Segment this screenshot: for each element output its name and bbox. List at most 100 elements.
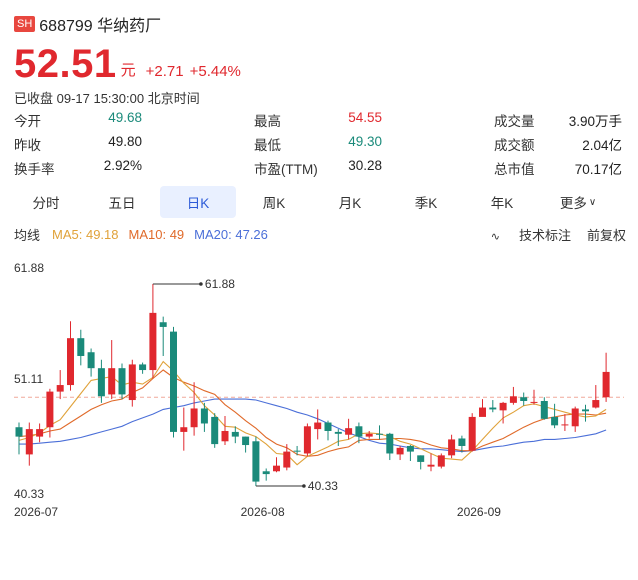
candle (571, 406, 579, 432)
candle (139, 362, 147, 374)
candle (180, 407, 188, 451)
candle-body (231, 431, 239, 437)
candle (293, 445, 301, 456)
candle-body (417, 455, 425, 462)
stat-value: 2.92% (103, 158, 142, 173)
tab-more[interactable]: 更多 ∨ (540, 186, 616, 218)
candle-body (437, 455, 445, 467)
candle-body (479, 407, 486, 417)
candle-body (108, 368, 116, 395)
candle-body (509, 396, 517, 403)
candle-body (67, 338, 74, 386)
stat-label: 最低 (254, 138, 281, 153)
tab-five-day[interactable]: 五日 (84, 186, 160, 218)
exchange-badge: SH (14, 16, 36, 32)
stat-cell: 换手率 2.92% (14, 158, 142, 178)
stat-value: 49.68 (108, 110, 142, 125)
candle (530, 389, 538, 405)
candle (283, 444, 291, 471)
stat-cell: 成交额 2.04亿 (494, 134, 622, 154)
candle (509, 386, 517, 405)
candle (149, 284, 157, 379)
candle-body (15, 427, 23, 437)
stat-cell: 最高 54.55 (254, 110, 382, 130)
candle-body (365, 433, 373, 437)
stat-value: 30.28 (348, 158, 382, 173)
stat-cell: 成交量 3.90万手 (494, 110, 622, 130)
wave-icon: ∿ (490, 230, 500, 243)
candle-body (355, 426, 363, 437)
candle (386, 432, 394, 461)
candle (221, 415, 229, 446)
candle-body (303, 426, 311, 454)
ma-label: 均线 (14, 227, 41, 243)
y-axis-tick-label: 40.33 (14, 487, 44, 501)
price-change: +2.71 (145, 63, 184, 80)
candle (417, 455, 425, 470)
candle (252, 436, 260, 486)
candle (376, 425, 383, 440)
candle-body (77, 338, 85, 356)
stat-value: 49.30 (348, 134, 382, 149)
candle (479, 399, 486, 417)
ma10-line (18, 369, 607, 457)
indicator-button[interactable]: ∿ 技术标注 (475, 225, 571, 244)
tab-monthly-k[interactable]: 月K (312, 186, 388, 218)
tab-label: 周K (262, 196, 286, 211)
stat-label: 昨收 (14, 138, 41, 153)
candle (25, 422, 33, 466)
ma20-line (19, 398, 607, 453)
tab-weekly-k[interactable]: 周K (236, 186, 312, 218)
candle (602, 352, 610, 402)
adjust-button[interactable]: 前复权 (586, 227, 626, 243)
tab-label: 更多 (559, 196, 587, 211)
candle (365, 430, 373, 439)
tab-daily-k[interactable]: 日K (160, 186, 236, 218)
x-axis-tick-label: 2026-09 (457, 505, 501, 519)
stats-row: 今开 49.68 最高 54.55 成交量 3.90万手 (14, 108, 626, 132)
candle-body (468, 416, 476, 451)
candle (499, 401, 507, 424)
stat-value: 2.04亿 (582, 138, 622, 153)
candle (355, 422, 363, 444)
candle (118, 363, 126, 400)
stat-label: 成交额 (494, 138, 535, 153)
tab-label: 分时 (32, 196, 60, 211)
candle-body (386, 433, 394, 454)
tab-quarterly-k[interactable]: 季K (388, 186, 464, 218)
tab-label: 日K (186, 196, 210, 211)
candle (97, 359, 105, 403)
low-annotation: 40.33 (308, 479, 338, 493)
candle (592, 385, 600, 409)
candle-body (602, 371, 610, 398)
candle-body (592, 400, 600, 408)
stat-cell: 最低 49.30 (254, 134, 382, 154)
stats-grid: 今开 49.68 最高 54.55 成交量 3.90万手 昨收 49.80 最低 49.3… (14, 108, 626, 180)
stock-header: SH 688799 华纳药厂 (14, 12, 161, 36)
stat-label: 总市值 (494, 162, 535, 177)
candle-body (427, 464, 435, 467)
stat-cell: 市盈(TTM) 30.28 (254, 158, 382, 178)
candle (36, 423, 44, 443)
candle (489, 400, 497, 413)
candle-body (448, 439, 456, 456)
kline-chart[interactable]: 61.88 51.11 40.33 61.88 40.33 2026-07 2026-08 2… (0, 252, 638, 532)
candle (448, 434, 456, 459)
low-marker-dot (302, 484, 306, 488)
candle-body (252, 441, 260, 482)
tab-intraday[interactable]: 分时 (8, 186, 84, 218)
candle-body (211, 416, 219, 445)
candle-body (458, 438, 466, 446)
ma-legend: 均线 MA5: 49.18 MA10: 49 MA20: 47.26 ∿ 技术标注… (14, 224, 626, 244)
candle-body (190, 408, 198, 428)
candle (190, 382, 198, 436)
candle (211, 413, 219, 448)
ma5-value: MA5: 49.18 (52, 226, 119, 242)
candle (396, 445, 404, 461)
candle (551, 403, 559, 429)
ma10-value: MA10: 49 (128, 226, 185, 242)
tab-yearly-k[interactable]: 年K (464, 186, 540, 218)
candle-body (170, 331, 177, 432)
candle (170, 326, 177, 438)
price-unit: 元 (120, 62, 136, 79)
